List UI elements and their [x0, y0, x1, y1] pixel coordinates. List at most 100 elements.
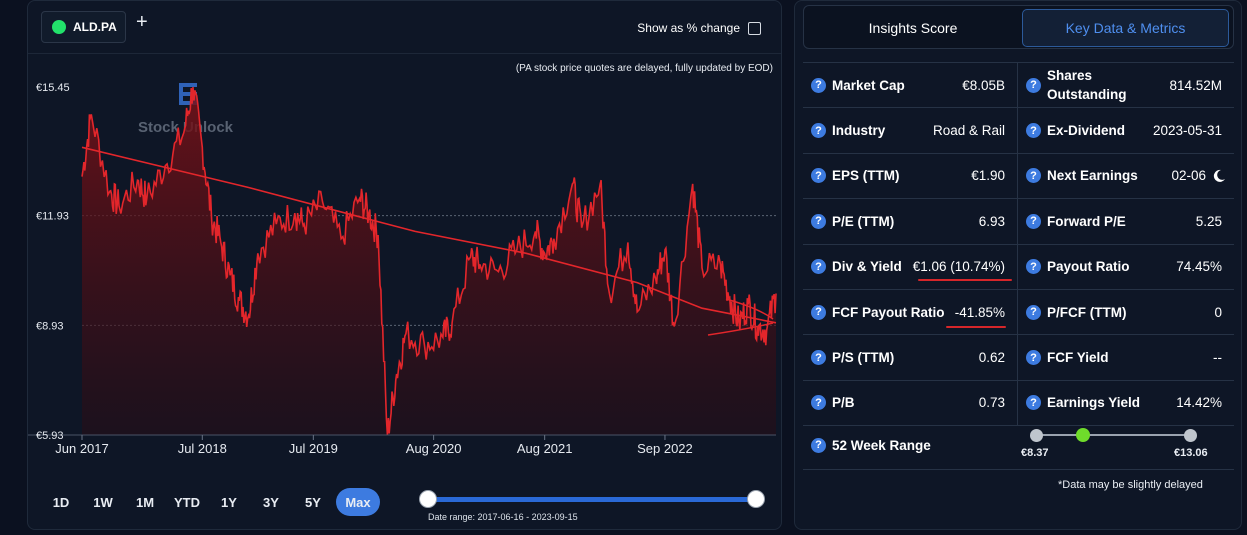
metric-value: 0.62 — [978, 350, 1005, 366]
price-series-line — [81, 86, 777, 436]
metric-div-yield: ? Div & Yield €1.06 (10.74%) — [803, 244, 1018, 290]
plus-icon[interactable]: + — [136, 11, 148, 33]
help-icon[interactable]: ? — [811, 304, 826, 320]
metric-industry: ? Industry Road & Rail — [803, 108, 1018, 154]
help-icon[interactable]: ? — [1026, 213, 1041, 229]
annotation-arrow — [725, 298, 774, 320]
range-selector: 1D 1W 1M YTD 1Y 3Y 5Y Max — [42, 488, 380, 516]
trend-series-line — [81, 146, 777, 324]
week52-label-wrap: ? 52 Week Range — [803, 424, 931, 466]
metric-value: €8.05B — [962, 77, 1005, 93]
metric-p-fcf-ttm: ? P/FCF (TTM) 0 — [1018, 290, 1234, 336]
help-icon[interactable]: ? — [811, 437, 826, 453]
metric-p-s-ttm: ? P/S (TTM) 0.62 — [803, 335, 1018, 381]
y-tick-label: €8.93 — [36, 320, 64, 332]
help-icon[interactable]: ? — [1026, 395, 1041, 411]
metric-value: 14.42% — [1176, 395, 1222, 411]
chart-panel: ALD.PA + Show as % change (PA stock pric… — [27, 0, 782, 530]
metric-p-b: ? P/B 0.73 — [803, 380, 1018, 427]
help-icon[interactable]: ? — [811, 259, 826, 275]
week52-label: 52 Week Range — [832, 437, 931, 453]
metric-label: FCF Payout Ratio — [832, 304, 945, 320]
metric-value: 02-06 — [1171, 168, 1206, 184]
annotation-underline — [946, 325, 1006, 328]
range-3y-button[interactable]: 3Y — [263, 494, 279, 510]
price-chart[interactable]: Stock Unlock €15.45€11.93€8.93€5.93 Jun … — [28, 53, 783, 463]
metric-shares-outstanding: ? Shares Outstanding 814.52M — [1018, 63, 1234, 109]
range-1w-button[interactable]: 1W — [93, 494, 113, 510]
help-icon[interactable]: ? — [811, 123, 826, 139]
help-icon[interactable]: ? — [1026, 123, 1041, 139]
x-tick-label: Aug 2021 — [517, 441, 573, 456]
metric-label: FCF Yield — [1047, 350, 1109, 366]
help-icon[interactable]: ? — [1026, 168, 1041, 184]
slider-end-handle[interactable] — [747, 490, 765, 508]
metric-value: Road & Rail — [932, 123, 1005, 139]
tab-key-data-metrics[interactable]: Key Data & Metrics — [1022, 9, 1229, 47]
pct-change-label: Show as % change — [637, 21, 740, 35]
data-delay-note: *Data may be slightly delayed — [1058, 479, 1203, 491]
slider-start-handle[interactable] — [419, 490, 437, 508]
help-icon[interactable]: ? — [811, 350, 826, 366]
help-icon[interactable]: ? — [811, 213, 826, 229]
metric-value: €1.06 (10.74%) — [912, 259, 1005, 275]
metric-value: 6.93 — [978, 213, 1005, 229]
help-icon[interactable]: ? — [811, 168, 826, 184]
metric-value: €1.90 — [971, 168, 1005, 184]
metric-value: 0 — [1214, 304, 1222, 320]
metric-value: 5.25 — [1195, 213, 1222, 229]
ticker-chip[interactable]: ALD.PA — [41, 11, 126, 43]
range-1y-button[interactable]: 1Y — [221, 494, 237, 510]
metric-market-cap: ? Market Cap €8.05B — [803, 63, 1018, 109]
metric-forward-p-e: ? Forward P/E 5.25 — [1018, 199, 1234, 245]
quote-delay-note: (PA stock price quotes are delayed, full… — [515, 63, 773, 74]
metric-label: Industry — [832, 123, 886, 139]
metric-value: 814.52M — [1169, 77, 1222, 93]
range-5y-button[interactable]: 5Y — [305, 494, 321, 510]
metric-fcf-payout-ratio: ? FCF Payout Ratio -41.85% — [803, 289, 1018, 336]
help-icon[interactable]: ? — [1026, 350, 1041, 366]
metric-label: P/S (TTM) — [832, 350, 895, 366]
help-icon[interactable]: ? — [1026, 77, 1041, 93]
annotation-stroke — [707, 322, 774, 336]
metric-label: Forward P/E — [1047, 213, 1126, 229]
help-icon[interactable]: ? — [1026, 259, 1041, 275]
help-icon[interactable]: ? — [811, 77, 826, 93]
metric-label: P/FCF (TTM) — [1047, 304, 1127, 320]
pct-change-toggle[interactable]: Show as % change — [637, 21, 761, 35]
week52-track — [1036, 434, 1191, 436]
tab-insights-score[interactable]: Insights Score — [868, 20, 958, 36]
divider — [28, 53, 781, 54]
metric-label: Market Cap — [832, 77, 905, 93]
metric-fcf-yield: ? FCF Yield -- — [1018, 335, 1234, 381]
pct-change-checkbox[interactable] — [748, 21, 761, 35]
metrics-panel: Insights Score Key Data & Metrics ? Marke… — [794, 0, 1242, 530]
metric-value: -- — [1213, 350, 1222, 366]
date-range-slider[interactable] — [428, 497, 758, 502]
week52-low: €8.37 — [1021, 447, 1049, 459]
metric-eps-ttm: ? EPS (TTM) €1.90 — [803, 153, 1018, 200]
ticker-label: ALD.PA — [73, 20, 117, 34]
metric-p-e-ttm: ? P/E (TTM) 6.93 — [803, 199, 1018, 245]
y-tick-label: €11.93 — [36, 211, 69, 223]
metric-ex-dividend: ? Ex-Dividend 2023-05-31 — [1018, 108, 1234, 154]
x-tick-label: Sep 2022 — [637, 441, 693, 456]
x-tick-label: Aug 2020 — [406, 441, 462, 456]
metric-value: 2023-05-31 — [1152, 123, 1222, 139]
range-1d-button[interactable]: 1D — [52, 494, 70, 510]
range-1m-button[interactable]: 1M — [135, 494, 155, 510]
help-icon[interactable]: ? — [811, 395, 826, 411]
range-ytd-button[interactable]: YTD — [174, 494, 200, 510]
y-tick-label: €5.93 — [36, 430, 64, 442]
week52-current-dot — [1076, 428, 1091, 442]
metric-label: Ex-Dividend — [1047, 123, 1126, 139]
help-icon[interactable]: ? — [1026, 304, 1041, 320]
metric-value: 0.73 — [978, 395, 1005, 411]
x-tick-label: Jul 2019 — [289, 441, 338, 456]
metric-label: Div & Yield — [832, 259, 902, 275]
metric-value: 74.45% — [1176, 259, 1222, 275]
range-max-button[interactable]: Max — [336, 488, 380, 516]
x-tick-label: Jul 2018 — [178, 441, 227, 456]
moon-icon — [1213, 169, 1225, 182]
metric-label: Next Earnings — [1047, 168, 1138, 184]
